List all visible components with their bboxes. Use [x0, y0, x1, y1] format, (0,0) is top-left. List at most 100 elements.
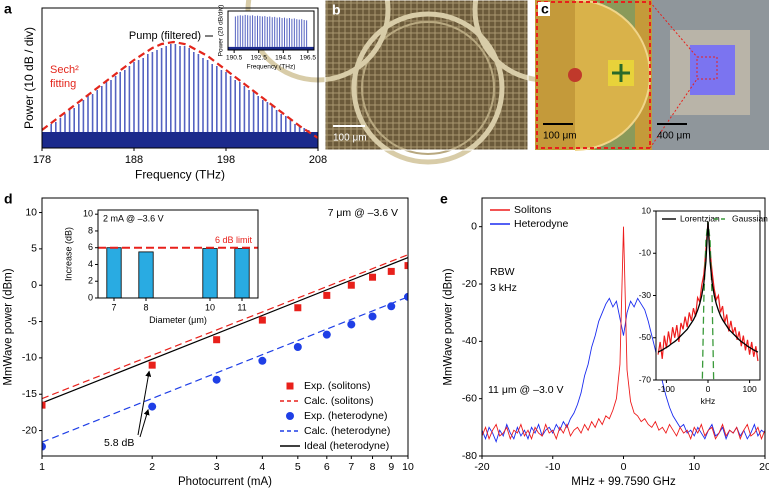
y-axis-label: MmWave power (dBm): [2, 268, 14, 385]
marker: [404, 262, 408, 270]
x-tick-label: 9: [388, 461, 394, 473]
marker: [404, 292, 408, 301]
legend-label: Solitons: [514, 204, 551, 216]
legend-label: Heterodyne: [514, 218, 568, 230]
bar: [106, 247, 122, 298]
y-tick-label: -5: [28, 315, 37, 327]
x-tick-label: 5: [295, 461, 301, 473]
y-tick-label: -70: [639, 374, 652, 384]
scale-label: 100 μm: [333, 133, 367, 144]
image-border: [324, 0, 529, 151]
noise-floor: [42, 132, 318, 148]
marker: [148, 402, 157, 411]
zoom-source: [696, 56, 718, 80]
legend-swatch: [286, 382, 294, 390]
x-tick-label: 0: [621, 461, 627, 473]
marker: [368, 312, 377, 321]
bar: [202, 248, 218, 298]
x-tick-label: 4: [259, 461, 265, 473]
marker: [258, 316, 266, 324]
x-tick-label: 10: [402, 461, 414, 473]
x-tick-label: 100: [743, 384, 757, 394]
annotation: 2 mA @ –3.6 V: [103, 213, 164, 223]
x-tick-label: 178: [33, 154, 51, 166]
plot-area: [42, 254, 408, 451]
x-tick-label: 196.5: [300, 55, 317, 62]
x-axis-label: Frequency (THz): [135, 167, 225, 181]
legend-label: Calc. (heterodyne): [304, 425, 390, 437]
y-tick-label: 0: [88, 292, 93, 302]
legend-label: Ideal (heterodyne): [304, 440, 389, 452]
plot-area: [42, 40, 318, 148]
panel-label: c: [541, 1, 549, 17]
y-tick-label: -15: [22, 388, 37, 400]
y-tick-label: 6: [88, 242, 93, 252]
inset-bg: [656, 211, 760, 380]
marker: [42, 401, 46, 409]
zoom-box: [536, 1, 651, 149]
panel-label: a: [4, 1, 12, 17]
legend-label: Gaussian: [732, 213, 768, 223]
y-axis-label: Power (10 dB / div): [22, 27, 36, 129]
annotation: Pump (filtered): [129, 30, 201, 42]
marker: [369, 273, 377, 281]
x-tick-label: 7: [348, 461, 354, 473]
annotation-arrow: [139, 409, 150, 438]
legend-label: Lorentzian: [680, 213, 720, 223]
marker: [212, 375, 221, 384]
scale-label: 100 μm: [543, 131, 577, 142]
x-tick-label: 192.5: [251, 55, 268, 62]
x-tick-label: 20: [759, 461, 769, 473]
micrograph-c: c 100 μm 400 μm: [535, 0, 769, 151]
x-tick-label: 198: [217, 154, 235, 166]
marker: [322, 330, 331, 339]
x-tick-label: -100: [658, 384, 675, 394]
x-tick-label: -20: [474, 461, 489, 473]
y-tick-label: 10: [25, 206, 37, 218]
x-axis-label: Frequency (THz): [247, 64, 296, 71]
x-tick-label: 8: [143, 302, 148, 312]
legend-label: Exp. (heterodyne): [304, 410, 387, 422]
annotation: 11 μm @ –3.0 V: [488, 384, 563, 396]
series-line: [657, 221, 759, 353]
axes-frame: [655, 210, 761, 381]
annotation: 7 μm @ –3.6 V: [328, 207, 398, 219]
y-tick-label: -60: [462, 392, 477, 404]
y-tick-label: -30: [639, 290, 652, 300]
y-tick-label: -20: [462, 278, 477, 290]
inset-bg: [228, 11, 314, 50]
y-tick-label: -10: [639, 248, 652, 258]
annotation: 5.8 dB: [104, 437, 134, 449]
legend-swatch: [286, 412, 294, 420]
x-axis-label: Photocurrent (mA): [178, 476, 272, 488]
marker: [347, 320, 356, 329]
x-tick-label: 10: [688, 461, 700, 473]
marker: [294, 304, 302, 312]
axes-frame: [41, 7, 319, 149]
fit-curve: [42, 40, 318, 139]
inset-bg: [98, 210, 258, 298]
x-tick-label: 190.5: [226, 55, 243, 62]
y-axis-label: Increase (dB): [64, 227, 74, 281]
annotation: fitting: [50, 78, 76, 90]
marker: [148, 361, 156, 369]
y-tick-label: 4: [88, 259, 93, 269]
x-tick-label: -10: [545, 461, 560, 473]
y-axis-label: MmWave power (dBm): [442, 268, 454, 385]
x-tick-label: 194.5: [275, 55, 292, 62]
marker: [387, 302, 396, 311]
annotation: Sech²: [50, 64, 79, 76]
x-tick-label: 8: [370, 461, 376, 473]
zoom-line: [649, 1, 698, 58]
y-tick-label: -20: [22, 424, 37, 436]
noise-floor: [228, 46, 314, 50]
series-line: [42, 257, 408, 404]
y-tick-label: 0: [31, 279, 37, 291]
plot-area: [482, 226, 765, 443]
marker: [42, 442, 46, 451]
marker: [258, 356, 267, 365]
zoom-line: [649, 78, 698, 149]
axes-frame: [41, 197, 409, 457]
x-axis-label: Diameter (μm): [149, 315, 207, 325]
